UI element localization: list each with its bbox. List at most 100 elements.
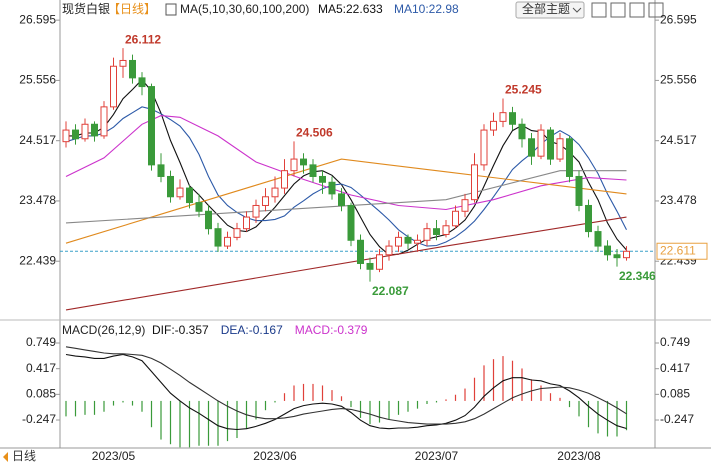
candle-body <box>271 187 279 198</box>
x-tick-label: 2023/08 <box>557 449 601 463</box>
candle-body <box>366 262 374 270</box>
ma10-label: MA10:22.98 <box>394 2 459 16</box>
candle-body <box>167 175 174 198</box>
y-tick-label: 26.595 <box>19 12 56 26</box>
dropdown-arrow <box>572 7 582 13</box>
candle-body <box>309 164 317 177</box>
y-tick-label-right: 26.595 <box>660 12 697 26</box>
line-series <box>65 216 627 311</box>
candle-body <box>452 210 459 227</box>
x-tick-label: 2023/05 <box>92 449 136 463</box>
candle-body <box>442 225 450 235</box>
candle-body <box>62 129 70 143</box>
candle-body <box>205 210 212 230</box>
candle-body <box>81 123 89 140</box>
y-tick-label: 0.417 <box>26 361 56 375</box>
theme-button-label[interactable]: 全部主题 <box>522 1 570 16</box>
candle-body <box>509 112 516 125</box>
y-tick-label-right: 0.085 <box>660 387 690 401</box>
candle-body <box>471 164 478 201</box>
candle-body <box>556 138 564 160</box>
last-price-box <box>656 242 708 260</box>
candle-body <box>490 120 497 131</box>
candle-body <box>613 254 621 259</box>
candle-body <box>195 202 203 212</box>
macd-label: MACD:-0.379 <box>295 323 368 337</box>
candle-body <box>404 236 412 244</box>
candle-body <box>414 239 421 244</box>
candle-body <box>347 204 355 241</box>
candle-body <box>300 158 307 166</box>
candle-body <box>328 181 336 195</box>
line-series <box>66 78 627 256</box>
candle-body <box>233 228 241 238</box>
candle-body <box>176 187 184 198</box>
y-tick-label-right: 23.478 <box>660 193 697 207</box>
candle-body <box>262 196 269 206</box>
icon-close[interactable] <box>648 2 664 18</box>
y-tick-label: 23.478 <box>19 193 56 207</box>
y-tick-label-right: 25.556 <box>660 73 697 87</box>
candle-body <box>566 138 573 177</box>
y-tick-label: 0.085 <box>26 387 56 401</box>
macd-title: MACD(26,12,9) <box>62 323 145 337</box>
candle-body <box>480 129 488 166</box>
candle-body <box>537 129 545 157</box>
candle-body <box>129 59 136 79</box>
candle-body <box>528 138 535 157</box>
candle-body <box>376 254 383 270</box>
instrument-title: 现货白银 <box>62 1 110 16</box>
period-label[interactable]: 【日线】 <box>108 2 156 16</box>
candle-body <box>119 59 127 67</box>
candle-body <box>243 216 250 230</box>
candle-body <box>148 86 155 166</box>
ma5-label: MA5:22.633 <box>318 2 383 16</box>
candle-body <box>518 123 526 140</box>
icon-settings[interactable] <box>610 2 626 18</box>
price-annotation: 24.506 <box>296 125 333 139</box>
y-tick-label-right: 0.749 <box>660 335 690 349</box>
last-price-label: 22.611 <box>660 243 696 257</box>
theme-button[interactable] <box>515 1 585 19</box>
candle-body <box>214 228 222 247</box>
period-arrow[interactable] <box>3 452 8 462</box>
price-annotation: 25.245 <box>505 83 542 97</box>
y-tick-label: 0.749 <box>26 335 56 349</box>
candle-body <box>100 106 108 137</box>
line-series <box>65 158 627 244</box>
price-annotation: 26.112 <box>125 32 161 46</box>
y-tick-label: 24.517 <box>19 133 56 147</box>
candle-body <box>575 175 583 206</box>
candle-body <box>224 236 231 247</box>
candle-body <box>252 204 260 218</box>
candle-body <box>357 239 364 264</box>
macd-label: DEA:-0.167 <box>221 323 283 337</box>
x-tick-label: 2023/07 <box>415 449 459 463</box>
candle-body <box>157 164 165 177</box>
icon-grid[interactable] <box>591 2 607 18</box>
price-annotation: 22.346 <box>619 269 656 283</box>
candle-body <box>423 228 431 241</box>
candle-body <box>91 123 98 137</box>
candle-body <box>290 158 298 172</box>
candle-body <box>385 245 393 256</box>
x-tick-label: 2023/06 <box>253 449 297 463</box>
y-tick-label-right: 0.417 <box>660 361 690 375</box>
candle-body <box>499 112 507 122</box>
candle-body <box>138 77 146 88</box>
candle-body <box>281 170 288 189</box>
candle-body <box>319 175 326 183</box>
ma-icon[interactable] <box>165 3 177 16</box>
candle-body <box>186 187 193 204</box>
y-tick-label: 25.556 <box>19 73 56 87</box>
footer-period[interactable]: 日线 <box>12 449 36 463</box>
line-series <box>65 170 627 224</box>
candle-body <box>604 245 611 256</box>
candle-body <box>623 250 630 259</box>
y-tick-label-right: 24.517 <box>660 133 697 147</box>
candle-body <box>433 228 440 235</box>
icon-minimize[interactable] <box>629 2 645 18</box>
ma-label: MA(5,10,30,60,100,200) <box>180 2 309 16</box>
